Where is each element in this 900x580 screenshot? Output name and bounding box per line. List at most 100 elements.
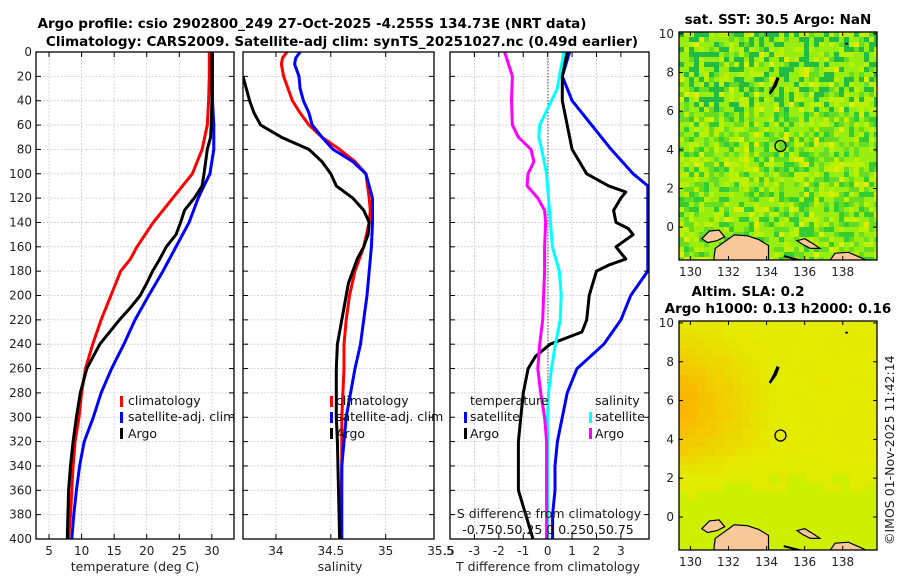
map-cell [704,52,709,57]
map-cell [719,92,724,97]
legend-swatch-salinity-satellite [589,412,592,423]
map-cell [714,147,719,152]
map-cell [839,207,844,212]
map-cell [739,57,744,62]
map-cell [724,167,729,172]
map-cell [809,197,814,202]
map-cell [805,447,814,456]
salinity-panel: 34 34.5 35 35.5 salinity climatology satell… [242,51,454,574]
map-cell [759,162,764,167]
map-cell [839,82,844,87]
map-cell [874,92,877,97]
map-cell [805,366,814,375]
map-cell [759,47,764,52]
map-cell [751,438,760,447]
map-cell [679,87,684,92]
map-cell [784,87,789,92]
map-cell [754,202,759,207]
map-cell [694,177,699,182]
map-cell [706,510,715,519]
legend-label-argo: Argo [128,426,157,441]
map-cell [679,528,688,537]
map-cell [814,92,819,97]
map-cell [859,510,868,519]
map-cell [689,117,694,122]
map-cell [794,132,799,137]
map-cell [729,62,734,67]
map-cell [823,429,832,438]
map-cell [859,137,864,142]
map-cell [688,510,697,519]
map-cell [841,366,850,375]
map-cell [754,42,759,47]
map-cell [839,142,844,147]
map-cell [834,72,839,77]
map-cell [868,546,877,550]
map-cell [839,172,844,177]
map-cell [749,197,754,202]
map-cell [754,112,759,117]
map-cell [794,47,799,52]
map-cell [697,537,706,546]
map-cell [869,127,874,132]
map-cell [709,32,714,37]
map-cell [734,142,739,147]
map-cell [688,483,697,492]
map-cell [864,182,869,187]
map-cell [829,162,834,167]
map-cell [751,402,760,411]
map-cell [769,528,778,537]
map-cell [832,465,841,474]
map-cell [823,438,832,447]
map-cell [734,207,739,212]
map-cell [814,192,819,197]
map-cell [751,384,760,393]
map-cell [859,501,868,510]
map-cell [869,32,874,37]
x-tick-label: 3 [617,544,625,558]
map-cell [859,162,864,167]
map-cell [874,217,877,222]
map-cell [764,52,769,57]
map-cell [814,357,823,366]
map-cell [814,182,819,187]
map-cell [784,77,789,82]
map-cell [794,182,799,187]
map-cell [749,52,754,57]
map-cell [849,112,854,117]
map-cell [854,112,859,117]
map-cell [787,357,796,366]
map-cell [760,366,769,375]
map-cell [729,197,734,202]
map-cell [799,117,804,122]
map-cell [864,102,869,107]
map-cell [839,112,844,117]
map-cell [742,339,751,348]
map-cell [749,137,754,142]
map-cell [809,52,814,57]
map-cell [733,492,742,501]
map-cell [684,132,689,137]
map-cell [874,242,877,247]
map-cell [754,217,759,222]
map-cell [864,172,869,177]
map-cell [715,501,724,510]
y-tick-label: 6 [666,104,674,118]
map-cell [679,366,688,375]
map-cell [739,87,744,92]
map-cell [819,122,824,127]
x-tick-label: 30 [204,544,219,558]
map-cell [679,519,688,528]
map-cell [706,348,715,357]
map-cell [784,67,789,72]
map-cell [804,117,809,122]
map-cell [724,483,733,492]
map-cell [689,167,694,172]
map-cell [784,252,789,257]
map-cell [694,67,699,72]
map-cell [688,465,697,474]
map-cell [769,232,774,237]
map-cell [834,232,839,237]
map-cell [704,117,709,122]
map-cell [864,52,869,57]
